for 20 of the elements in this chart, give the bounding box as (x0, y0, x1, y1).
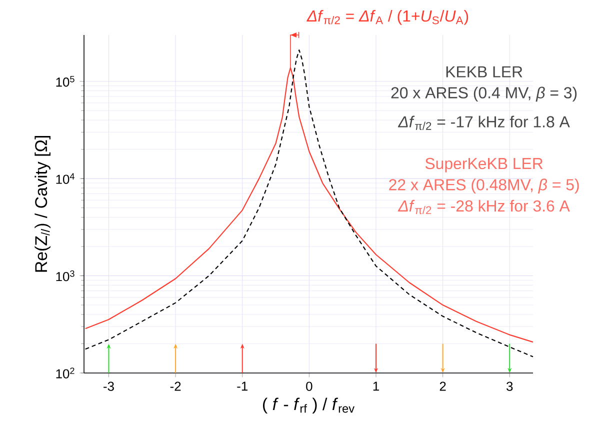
annotation: 22 x ARES (0.48MV, β = 5) (389, 178, 579, 194)
x-tick-label: -1 (237, 382, 248, 391)
annotation: Δf$_{π/2}$ = -17 kHz for 1.8 A (398, 116, 570, 130)
x-axis-title: ( f - f$_{rf}$ ) / f$_{rev}$ (263, 398, 355, 414)
text: Δf$_{π/2}$ = Δf$_{A}$ / (1+U$_{S}$/U$_{A}$) (306, 10, 468, 25)
x-tick-label: 3 (506, 382, 513, 391)
annotation: SuperKeKB LER (425, 158, 543, 172)
annotation: Δf$_{π/2}$ = -28 kHz for 3.6 A (398, 200, 570, 214)
x-tick-label: -3 (104, 382, 114, 391)
annotation: KEKB LER (446, 66, 522, 78)
x-tick-label: 2 (440, 382, 446, 391)
y-tick-label: 10$^{2}$ (56, 368, 74, 378)
y-axis-title: Re(Z$_{//}$) / Cavity [Ω] (34, 136, 50, 272)
y-tick-label: 10$^{5}$ (56, 76, 74, 87)
y-tick-label: 10$^{3}$ (56, 270, 74, 282)
annotation: 20 x ARES (0.4 MV, β = 3) (391, 86, 577, 102)
y-tick-label: 10$^{4}$ (56, 173, 74, 184)
x-tick-label: 0 (306, 382, 312, 391)
x-tick-label: -2 (170, 382, 181, 391)
x-tick-label: 1 (373, 382, 379, 391)
